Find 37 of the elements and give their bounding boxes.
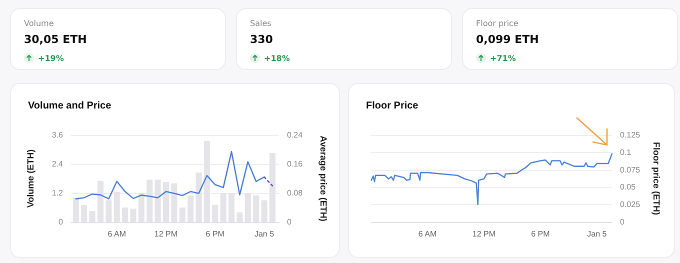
x-tick-label: 12 PM xyxy=(154,230,178,238)
y-tick-label: 2.4 xyxy=(52,160,64,168)
x-tick-label: 6 PM xyxy=(206,230,225,238)
line-series xyxy=(75,151,265,200)
y2-tick-label: 0.125 xyxy=(620,130,641,140)
y2-tick-label: 0.16 xyxy=(287,160,304,168)
text: Sales xyxy=(250,19,272,28)
y-axis-title: Volume (ETH) xyxy=(26,149,36,208)
text: +18% xyxy=(264,54,290,62)
y2-tick-label: 0.025 xyxy=(620,200,641,210)
y2-tick-label: 0 xyxy=(287,218,292,226)
text: Volume xyxy=(24,19,54,28)
y-tick-label: 3.6 xyxy=(52,130,64,140)
y2-tick-label: 0.1 xyxy=(620,148,632,157)
text: 330 xyxy=(250,33,273,46)
y-tick-label: 1.2 xyxy=(52,188,64,198)
y2-tick-label: 0.08 xyxy=(287,188,304,198)
text: Floor price xyxy=(476,19,518,28)
y2-tick-label: 0.24 xyxy=(287,130,304,140)
x-tick-label: 6 AM xyxy=(418,230,437,238)
y2-tick-label: 0.05 xyxy=(620,182,636,192)
y-tick-label: 0 xyxy=(58,218,64,226)
x-tick-label: Jan 5 xyxy=(254,230,275,238)
x-tick-label: 6 AM xyxy=(108,230,126,238)
text: 30,05 ETH xyxy=(24,33,87,46)
x-tick-label: Jan 5 xyxy=(587,230,608,238)
y2-axis-title: Average price (ETH) xyxy=(318,136,328,222)
text: +71% xyxy=(490,54,516,62)
y2-tick-label: 0 xyxy=(620,218,625,226)
chart-title: Floor Price xyxy=(366,100,419,112)
x-tick-label: 12 PM xyxy=(472,230,496,238)
text: +19% xyxy=(38,54,64,62)
text: 0,099 ETH xyxy=(476,33,539,46)
chart-title: Volume and Price xyxy=(28,100,112,112)
y2-axis-title: Floor price (ETH) xyxy=(652,142,662,216)
x-tick-label: 6 PM xyxy=(531,230,550,238)
y2-tick-label: 0.075 xyxy=(620,165,641,174)
